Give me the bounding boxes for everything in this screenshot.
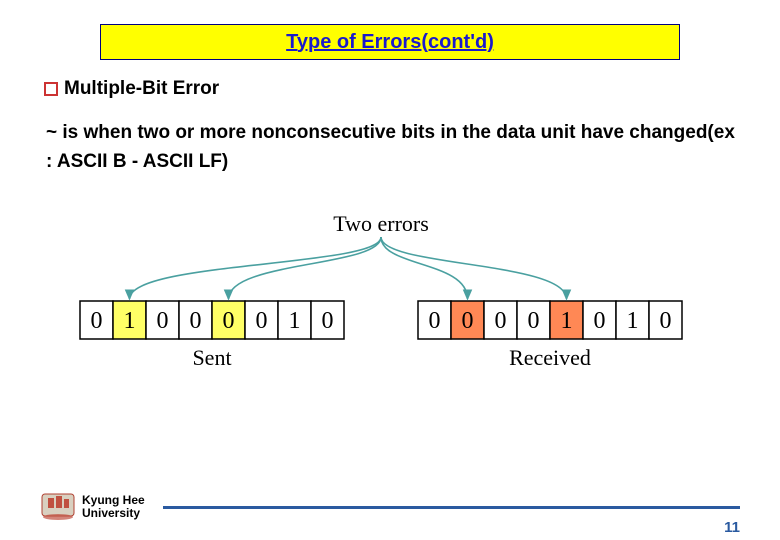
slide-title-bar: Type of Errors(cont'd) [100,24,680,60]
svg-text:0: 0 [190,308,202,334]
university-line1: Kyung Hee [82,493,145,507]
university-name: Kyung Hee University [82,494,145,520]
svg-text:0: 0 [528,308,540,334]
page-number: 11 [724,519,740,536]
svg-text:0: 0 [256,308,268,334]
university-line2: University [82,506,140,520]
svg-text:0: 0 [462,308,474,334]
bullet-heading: Multiple-Bit Error [64,78,219,100]
slide-title: Type of Errors(cont'd) [286,31,494,54]
footer-divider [163,506,740,509]
svg-text:1: 1 [289,308,301,334]
university-logo-icon [40,492,76,522]
svg-text:0: 0 [495,308,507,334]
svg-text:0: 0 [429,308,441,334]
svg-text:Received: Received [509,345,591,370]
bullet-row: Multiple-Bit Error [44,78,740,100]
svg-text:0: 0 [91,308,103,334]
svg-text:1: 1 [627,308,639,334]
square-bullet-icon [44,82,58,96]
svg-text:0: 0 [660,308,672,334]
svg-text:1: 1 [561,308,573,334]
svg-text:1: 1 [124,308,136,334]
svg-text:0: 0 [157,308,169,334]
svg-text:Sent: Sent [192,345,231,370]
slide-footer: Kyung Hee University [40,492,740,522]
svg-text:0: 0 [223,308,235,334]
multiple-bit-error-diagram: Two errors0100001000001010SentReceived [70,211,710,391]
svg-text:Two errors: Two errors [333,211,429,236]
svg-text:0: 0 [322,308,334,334]
body-text: ~ is when two or more nonconsecutive bit… [46,118,740,177]
svg-text:0: 0 [594,308,606,334]
